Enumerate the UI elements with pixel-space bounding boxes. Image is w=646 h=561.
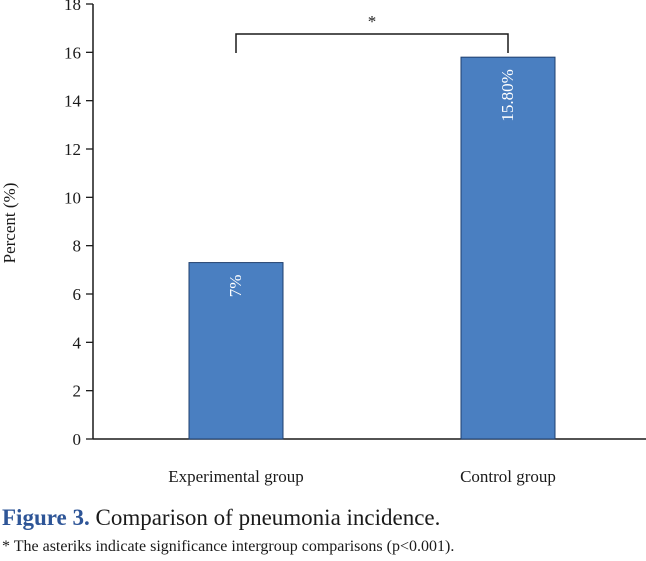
y-tick-label: 16 — [64, 43, 81, 62]
x-tick-labels: Experimental group Control group — [168, 467, 556, 486]
y-tick-label: 4 — [73, 333, 82, 352]
significance-marker: * — [368, 12, 377, 31]
bar-data-label: 15.80% — [498, 69, 517, 121]
bar — [188, 262, 284, 440]
figure-caption: Figure 3. Comparison of pneumonia incide… — [2, 505, 440, 531]
y-tick-label: 14 — [64, 92, 82, 111]
bar-data-label: 7% — [226, 275, 245, 298]
y-tick-label: 6 — [73, 285, 82, 304]
y-tick-label: 8 — [73, 237, 82, 256]
significance-bracket-line — [235, 33, 509, 53]
figure-caption-text: Comparison of pneumonia incidence. — [89, 505, 441, 530]
x-tick-label: Experimental group — [168, 467, 304, 486]
y-tick-label: 0 — [73, 430, 82, 449]
y-axis: 0 2 4 6 8 10 12 14 16 18 — [64, 0, 94, 449]
y-axis-label: Percent (%) — [0, 183, 19, 264]
bar — [460, 56, 556, 440]
bar-chart: Percent (%) 0 2 4 6 8 10 12 14 16 18 7% 15.80% Exp… — [0, 0, 646, 486]
y-tick-label: 10 — [64, 188, 81, 207]
figure-footnote: * The asteriks indicate significance int… — [2, 538, 455, 555]
x-tick-label: Control group — [460, 467, 556, 486]
bar-data-labels: 7% 15.80% — [226, 69, 517, 297]
significance-bracket: * — [235, 12, 509, 53]
y-tick-label: 2 — [73, 382, 82, 401]
figure-label: Figure 3. — [2, 505, 90, 530]
y-tick-label: 12 — [64, 140, 81, 159]
y-tick-label: 18 — [64, 0, 81, 14]
bar-series — [188, 56, 556, 440]
